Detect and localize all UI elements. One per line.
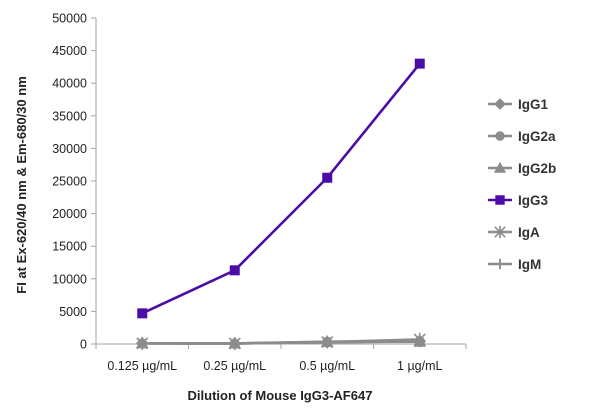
y-tick-label: 0: [80, 338, 87, 352]
x-tick-label: 1 µg/mL: [397, 359, 442, 373]
legend-item-igg1: IgG1: [488, 97, 548, 112]
x-tick-label: 0.5 µg/mL: [299, 359, 355, 373]
legend-label: IgG2a: [518, 129, 556, 144]
legend-swatch-marker: [495, 195, 505, 205]
data-point-igg3: [137, 308, 148, 319]
y-axis-title: FI at Ex-620/40 nm & Em-680/30 nm: [14, 76, 29, 293]
y-tick-label: 15000: [52, 240, 87, 254]
data-point-igm: [136, 337, 148, 349]
legend-swatch-marker: [494, 258, 506, 270]
series-igm: [136, 335, 426, 349]
y-tick-label: 5000: [59, 305, 87, 319]
y-tick-label: 35000: [52, 109, 87, 123]
legend-swatch-marker: [493, 161, 507, 173]
x-tick-label: 0.125 µg/mL: [107, 359, 177, 373]
y-tick-label: 45000: [52, 44, 87, 58]
series-igg3: [137, 58, 425, 319]
series-line-igg3: [141, 62, 421, 315]
y-tick-label: 20000: [52, 207, 87, 221]
data-point-igg3: [229, 265, 240, 276]
legend-label: IgG3: [518, 193, 548, 208]
data-point-igm: [414, 335, 426, 347]
x-axis-title: Dilution of Mouse IgG3-AF647: [188, 388, 373, 403]
data-point-igg3: [414, 58, 425, 69]
series-layer: [135, 58, 427, 350]
legend-swatch-marker: [495, 131, 505, 141]
legend-label: IgM: [518, 257, 541, 272]
data-point-igm: [229, 337, 241, 349]
legend-item-iga: IgA: [488, 225, 540, 240]
legend-label: IgG1: [518, 97, 548, 112]
legend-label: IgG2b: [518, 161, 556, 176]
legend-item-igm: IgM: [488, 257, 541, 272]
x-axis: 0.125 µg/mL 0.25 µg/mL 0.5 µg/mL 1 µg/mL: [95, 343, 467, 373]
y-tick-label: 10000: [52, 272, 87, 286]
legend-label: IgA: [518, 225, 540, 240]
data-point-igm: [321, 336, 333, 348]
x-tick-label: 0.25 µg/mL: [203, 359, 266, 373]
legend: IgG1 IgG2a IgG2b IgG3 IgA IgM: [488, 97, 556, 272]
legend-item-igg3: IgG3: [488, 193, 548, 208]
legend-swatch-marker: [494, 225, 506, 239]
y-tick-label: 40000: [52, 77, 87, 91]
y-tick-label: 30000: [52, 142, 87, 156]
series-line-igm: [142, 339, 420, 345]
y-tick-label: 50000: [52, 12, 87, 26]
data-point-igg3: [322, 172, 333, 183]
legend-item-igg2b: IgG2b: [488, 161, 556, 176]
legend-item-igg2a: IgG2a: [488, 129, 556, 144]
legend-swatch-marker: [494, 98, 506, 110]
y-tick-label: 25000: [52, 175, 87, 189]
y-axis: 0 5000 10000 15000 20000 25000 30000 35000 40000…: [52, 12, 97, 352]
